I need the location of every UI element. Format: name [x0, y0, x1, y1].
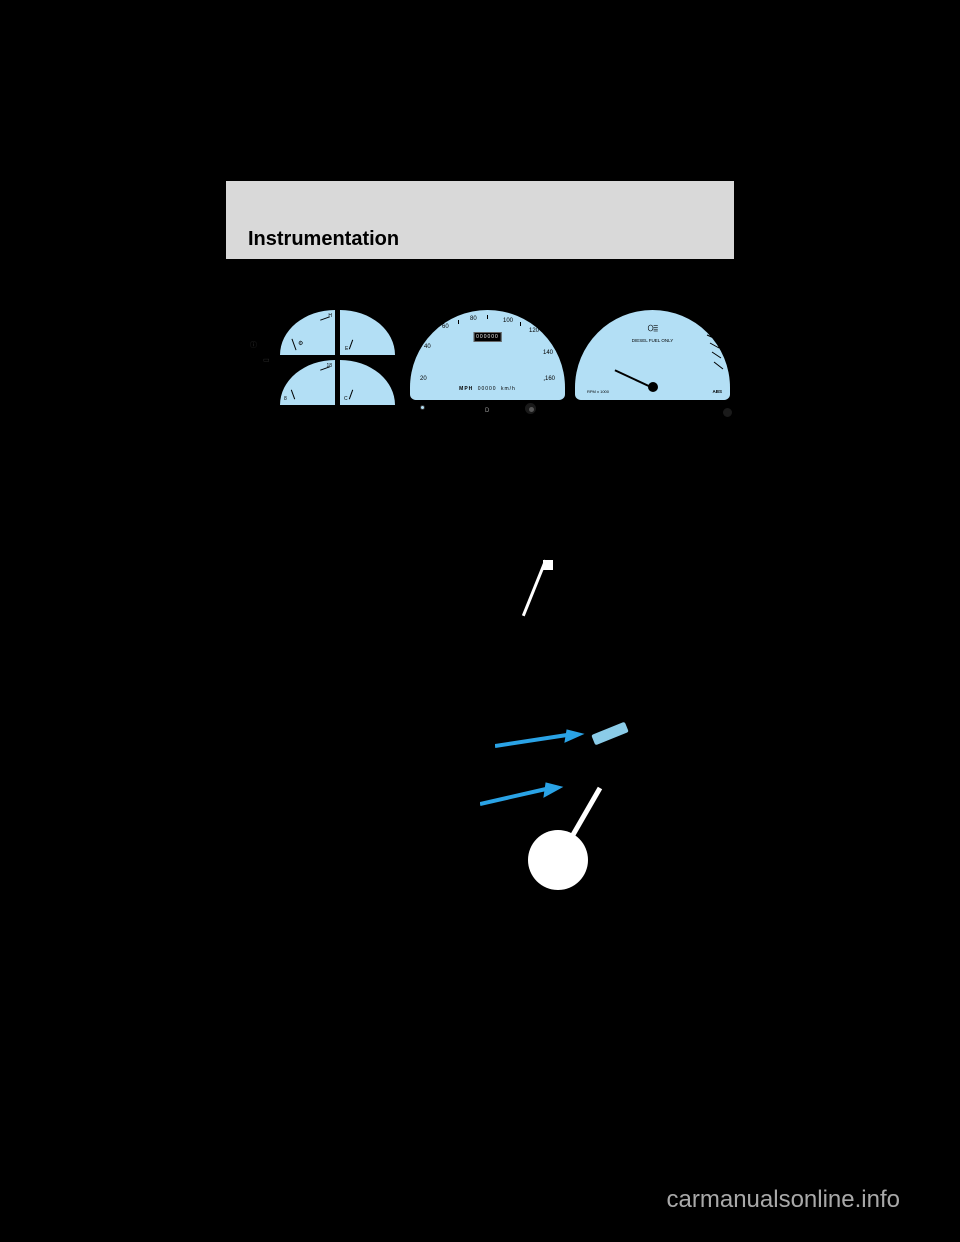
oil-pressure-gauge: H ⚙ — [280, 310, 335, 355]
callout-arrow-1 — [495, 728, 585, 752]
callout-arrow-2 — [480, 780, 564, 810]
trip-meter: MPH 00000 km/h — [459, 386, 516, 392]
speedo-40: 40 — [424, 344, 431, 350]
watermark: carmanualsonline.info — [667, 1186, 900, 1214]
speedo-80: 80 — [470, 316, 477, 322]
trip-value: 00000 — [478, 386, 497, 392]
tach-redline-ticks — [696, 320, 726, 375]
page-title: Instrumentation — [248, 228, 399, 251]
indicator-dot-left — [420, 405, 425, 410]
speedo-20: 20 — [420, 376, 427, 382]
odometer: 000000 — [473, 332, 502, 342]
gear-indicator: D — [485, 408, 489, 414]
coolant-gauge: C H — [340, 360, 395, 405]
mph-unit: MPH — [459, 386, 473, 392]
headlamp-icon — [647, 324, 659, 332]
rpm-label: RPM x 1000 — [587, 389, 609, 394]
battery-low-label: 8 — [284, 396, 287, 402]
excerpt-needle-hub — [528, 830, 588, 890]
info-icon: ⓘ — [250, 340, 257, 350]
tachometer: DIESEL FUEL ONLY RPM x 1000 ABS — [575, 310, 730, 400]
tach-hub — [648, 382, 658, 392]
speedometer: 20 40 60 80 100 120 140 160 000000 MPH 0… — [410, 310, 565, 400]
diesel-label: DIESEL FUEL ONLY — [632, 338, 674, 343]
speedo-100: 100 — [503, 318, 513, 324]
battery-gauge: 8 18 — [280, 360, 335, 405]
gauge-excerpt — [480, 720, 650, 890]
fuel-full-label: F — [389, 313, 392, 319]
indicator-dot-right — [723, 408, 732, 417]
gauge-arc-segment — [591, 722, 628, 746]
speedo-160: 160 — [545, 376, 555, 382]
coolant-cold-label: C — [344, 396, 348, 402]
speedo-120: 120 — [529, 328, 539, 334]
abs-badge: ABS — [712, 389, 722, 394]
header-band: Instrumentation — [225, 180, 735, 260]
kmh-unit: km/h — [501, 386, 516, 392]
warning-icon: ▭ — [263, 356, 270, 364]
speedo-140: 140 — [543, 350, 553, 356]
fuel-gauge: F E — [340, 310, 395, 355]
speedo-60: 60 — [442, 324, 449, 330]
coolant-hot-label: H — [388, 363, 392, 369]
detail-needle — [522, 560, 547, 617]
trip-reset-knob[interactable] — [525, 403, 536, 414]
instrument-cluster: ⓘ ▭ H ⚙ F E 8 18 C H — [225, 310, 735, 440]
oil-can-icon: ⚙ — [298, 340, 303, 347]
